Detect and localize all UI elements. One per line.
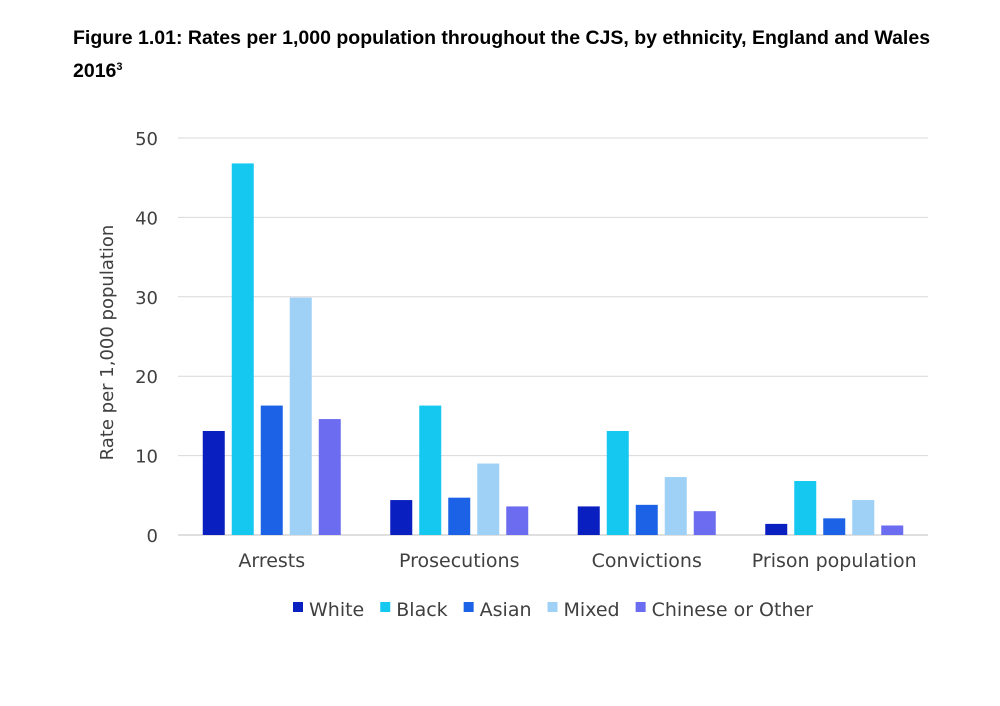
legend-swatch <box>635 602 646 612</box>
y-tick-label: 20 <box>135 367 158 388</box>
legend-swatch <box>380 602 391 612</box>
y-axis-label: Rate per 1,000 population <box>97 225 118 461</box>
legend-label: Mixed <box>564 599 620 621</box>
bar-black <box>794 481 817 535</box>
bar-chinese-or-other <box>693 511 716 535</box>
y-tick-label: 30 <box>135 288 158 309</box>
legend-label: White <box>309 599 364 621</box>
bar-asian <box>635 504 658 535</box>
bar-mixed <box>664 477 687 535</box>
bar-asian <box>823 518 846 535</box>
bar-white <box>390 500 413 535</box>
legend-label: Chinese or Other <box>652 599 814 621</box>
x-category-label: Arrests <box>238 550 305 572</box>
x-axis-categories: Arrests Prosecutions Convictions Prison pop… <box>238 550 916 572</box>
legend: White Black Asian Mixed Chinese or Other <box>293 599 813 621</box>
legend-label: Black <box>396 599 447 621</box>
y-tick-label: 0 <box>147 526 158 547</box>
bar-white <box>577 506 600 535</box>
legend-item: Asian <box>463 599 532 621</box>
figure-footnote-marker: 3 <box>116 61 123 73</box>
legend-item: Mixed <box>547 599 620 621</box>
x-category-label: Prosecutions <box>399 550 520 572</box>
legend-swatch <box>463 602 474 612</box>
legend-item: Black <box>380 599 448 621</box>
bar-chinese-or-other <box>881 525 904 535</box>
figure-title-text: Figure 1.01: Rates per 1,000 population … <box>73 27 931 82</box>
bar-mixed <box>852 500 875 535</box>
bar-chinese-or-other <box>506 506 529 535</box>
y-tick-label: 10 <box>135 447 158 468</box>
bar-asian <box>448 497 471 535</box>
bar-asian <box>260 405 283 535</box>
x-category-label: Prison population <box>752 550 917 572</box>
bar-mixed <box>289 297 312 535</box>
bar-white <box>202 430 225 535</box>
legend-item: White <box>293 599 364 621</box>
y-tick-label: 50 <box>135 129 158 150</box>
legend-label: Asian <box>480 599 532 621</box>
x-category-label: Convictions <box>592 550 702 572</box>
bar-white <box>765 523 788 535</box>
legend-swatch <box>293 602 303 612</box>
bar-black <box>606 430 629 535</box>
y-tick-label: 40 <box>135 208 158 229</box>
bar-mixed <box>477 463 500 535</box>
y-axis-ticks: 0 10 20 30 40 50 <box>135 129 158 547</box>
bar-chinese-or-other <box>318 419 341 535</box>
bar-black <box>419 405 442 535</box>
legend-swatch <box>547 602 558 612</box>
legend-item: Chinese or Other <box>635 599 814 621</box>
bar-black <box>231 163 254 535</box>
bars <box>202 163 904 535</box>
figure-title: Figure 1.01: Rates per 1,000 population … <box>73 22 973 88</box>
